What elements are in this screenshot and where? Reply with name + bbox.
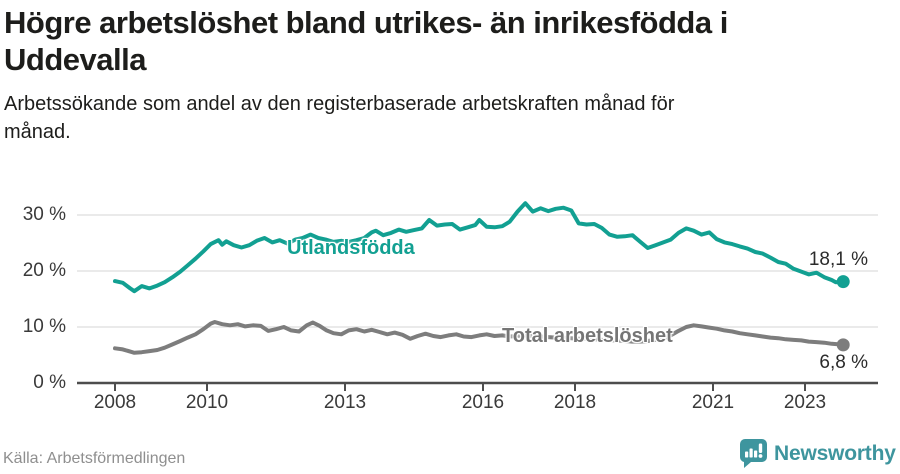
page-title-line1: Högre arbetslöshet bland utrikes- än inr…	[4, 5, 728, 40]
y-axis-tick-label: 10 %	[22, 316, 66, 337]
x-axis-tick-label: 2010	[185, 392, 229, 413]
y-axis-tick-label: 30 %	[22, 204, 66, 225]
newsworthy-wordmark: Newsworthy	[774, 441, 896, 465]
series-label-total-arbetsloshet: Total arbetslöshet	[502, 325, 673, 347]
newsworthy-logo: Newsworthy	[740, 439, 896, 468]
y-axis-tick-label: 20 %	[22, 260, 66, 281]
chart-subtitle-line2: månad.	[4, 121, 71, 143]
page-title-line2: Uddevalla	[4, 42, 146, 77]
page-title: Högre arbetslöshet bland utrikes- än inr…	[4, 4, 896, 78]
newsworthy-icon	[740, 439, 767, 468]
x-axis-tick-label: 2018	[553, 392, 597, 413]
x-axis-tick-label: 2023	[783, 392, 827, 413]
chart-subtitle: Arbetssökande som andel av den registerb…	[4, 90, 874, 146]
x-axis-tick-label: 2021	[691, 392, 735, 413]
source-attribution: Källa: Arbetsförmedlingen	[3, 450, 186, 467]
x-axis-tick-label: 2016	[461, 392, 505, 413]
end-value-total-arbetsloshet: 6,8 %	[819, 352, 868, 373]
chart-subtitle-line1: Arbetssökande som andel av den registerb…	[4, 93, 675, 115]
series-label-utlandsfodda: Utlandsfödda	[287, 237, 415, 259]
end-value-utlandsfodda: 18,1 %	[808, 249, 868, 270]
x-axis-tick-label: 2008	[93, 392, 137, 413]
y-axis-tick-label: 0 %	[33, 372, 66, 393]
x-axis-tick-label: 2013	[323, 392, 367, 413]
